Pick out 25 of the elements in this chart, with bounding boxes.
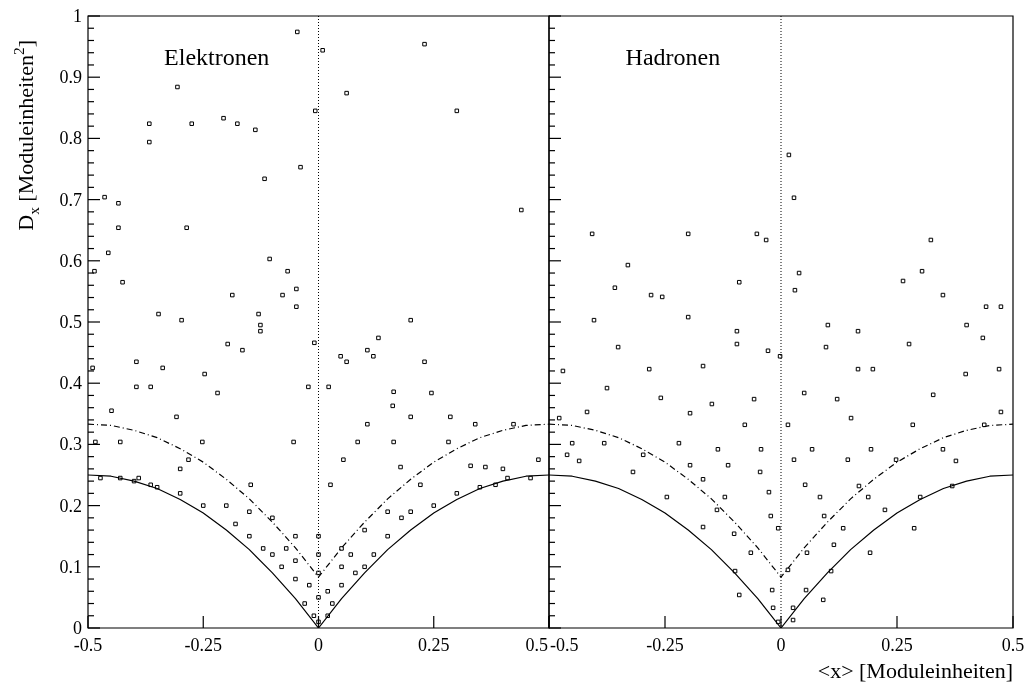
y-tick-label: 0.6	[59, 250, 82, 271]
x-tick-label: 0.5	[525, 635, 548, 655]
x-tick-label: 0.25	[881, 635, 913, 655]
x-axis-title: <x> [Moduleinheiten]	[817, 658, 1014, 683]
x-tick-label: 0.25	[418, 635, 450, 655]
y-tick-label: 0.3	[59, 434, 82, 455]
x-tick-label: -0.5	[550, 635, 579, 655]
y-tick-label: 0.1	[59, 556, 82, 577]
x-tick-label: 0.5	[1001, 635, 1025, 655]
x-tick-label: -0.25	[184, 635, 222, 655]
text: Elektronen	[164, 44, 270, 70]
y-tick-label: 0.5	[59, 312, 82, 332]
y-tick-label: 0.9	[59, 67, 82, 88]
y-tick-label: 0.8	[59, 128, 82, 149]
x-tick-label: -0.5	[73, 635, 103, 655]
y-tick-label: 0.7	[59, 189, 82, 210]
x-tick-label: -0.25	[646, 635, 684, 655]
y-tick-label: 0	[73, 618, 82, 638]
x-tick-label: 0	[776, 635, 786, 655]
y-tick-label: 0.4	[59, 373, 82, 394]
y-tick-label: 0.2	[59, 495, 82, 516]
y-tick-label: 1	[73, 6, 82, 26]
x-tick-label: 0	[314, 635, 323, 655]
y-axis-title: Dx [Moduleinheiten2]	[10, 40, 42, 231]
text: Hadronen	[625, 44, 721, 70]
